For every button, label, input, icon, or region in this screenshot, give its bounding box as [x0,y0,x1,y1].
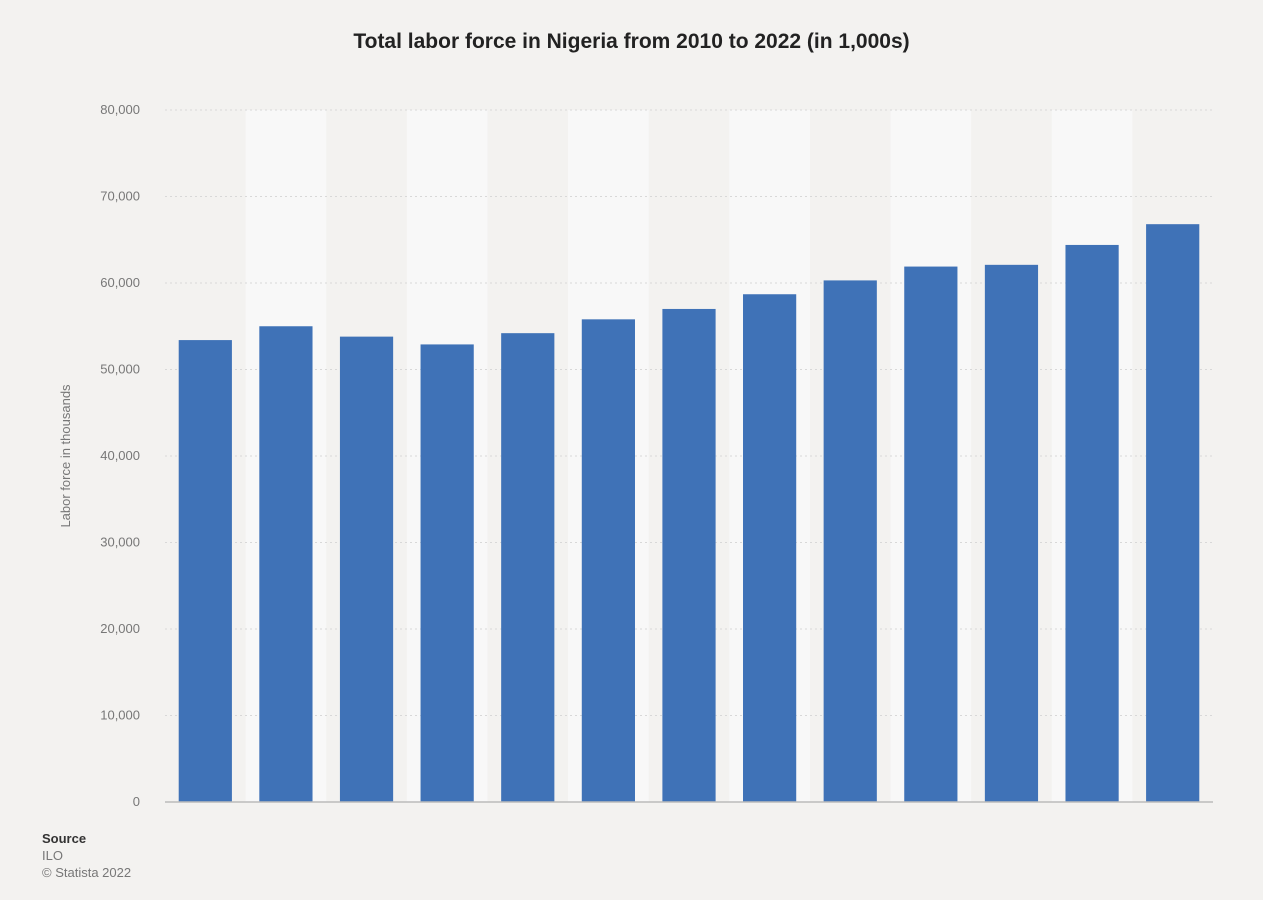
bars [178,224,1200,803]
source-name: ILO [42,848,63,863]
bar-2012[interactable] [339,336,394,802]
y-tick-label: 10,000 [100,708,140,723]
source-heading: Source [42,831,87,846]
y-axis-tick-labels: 0 10,000 20,000 30,000 40,000 50,000 60,000 70,… [100,102,140,809]
bar-2017[interactable] [743,294,797,802]
bar-2010[interactable] [178,340,232,802]
bar-2019[interactable] [904,266,958,802]
copyright: © Statista 2022 [42,865,132,880]
y-tick-label: 0 [133,794,140,809]
y-tick-label: 70,000 [100,189,140,204]
y-tick-label: 40,000 [100,448,140,463]
y-tick-label: 60,000 [100,275,140,290]
bar-2020[interactable] [984,264,1039,803]
bar-2016[interactable] [662,308,716,802]
source-block: Source ILO © Statista 2022 [42,830,131,881]
bar-2014[interactable] [501,333,555,802]
y-tick-label: 80,000 [100,102,140,117]
y-tick-label: 50,000 [100,362,140,377]
bar-2022[interactable] [1146,224,1200,802]
bar-2015[interactable] [581,319,635,802]
bar-2011[interactable] [259,326,313,802]
y-axis-title: Labor force in thousands [58,384,73,528]
y-tick-label: 30,000 [100,535,140,550]
bar-2021[interactable] [1065,244,1119,802]
bar-2013[interactable] [420,344,474,802]
chart-title: Total labor force in Nigeria from 2010 t… [353,30,910,53]
bar-2018[interactable] [823,280,877,802]
y-tick-label: 20,000 [100,621,140,636]
